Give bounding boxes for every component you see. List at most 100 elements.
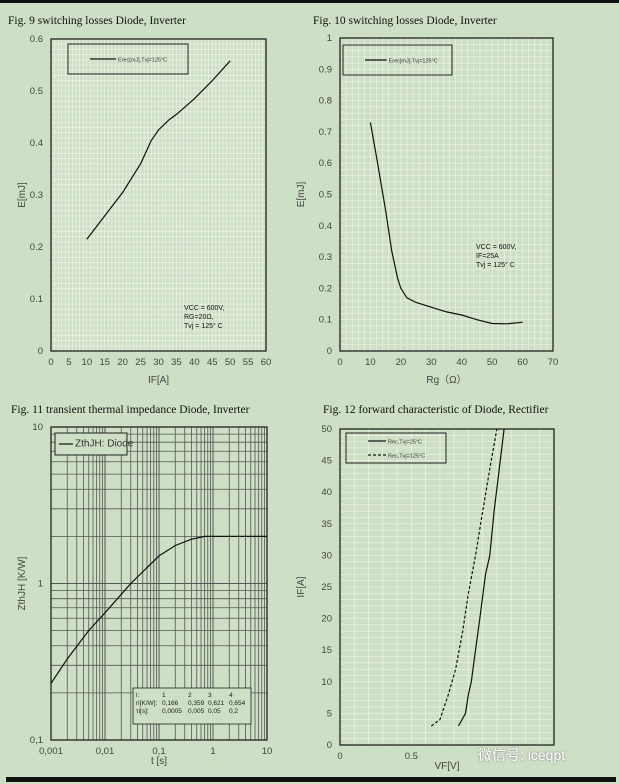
y-tick-label: 0.2: [30, 242, 43, 253]
y-tick-label: 0: [38, 346, 43, 357]
legend-label: Rec,Tvj=125°C: [388, 454, 425, 460]
y-tick-label: 0.7: [319, 127, 332, 138]
series-line-1: [50, 535, 267, 684]
fig10-chart: 0 10 20 30 40 50 60 70 0 0.1 0.2 0.3 0.4 0.5 0.6 0.7 0.8…: [296, 33, 558, 386]
y-tick-label: 45: [321, 456, 332, 467]
annotation-text: VCC = 600V,: [184, 305, 224, 312]
y-tick-label: 0.1: [30, 294, 43, 305]
y-tick-label: 0.2: [319, 283, 332, 294]
y-tick-label: 0: [327, 740, 332, 751]
y-tick-label: 0.6: [319, 158, 332, 169]
x-tick-label: 25: [135, 357, 146, 368]
x-tick-label: 50: [225, 357, 236, 368]
y-tick-label: 0.3: [319, 252, 332, 263]
legend-label: Erec[mJ],Tvj=125°C: [389, 59, 438, 65]
y-tick-label: 10: [321, 677, 332, 688]
annotation-text: VCC = 600V,: [476, 244, 516, 251]
fig12-title: Fig. 12 forward characteristic of Diode,…: [323, 404, 549, 416]
y-tick-label: 0,1: [30, 735, 43, 746]
y-axis-label: ZthJH [K/W]: [17, 556, 28, 610]
series-line-1: [86, 60, 231, 240]
y-tick-label: 0.4: [319, 221, 332, 232]
y-tick-label: 10: [32, 422, 43, 433]
rc-table-cell: ri[K/W]:: [136, 700, 157, 707]
y-tick-label: 0.6: [30, 34, 43, 45]
legend-label: Rec,Tvj=25°C: [388, 440, 422, 446]
rc-table-cell: 3: [208, 692, 212, 699]
y-tick-label: 35: [321, 519, 332, 530]
rc-table-cell: 0,654: [229, 700, 246, 707]
y-tick-label: 0: [327, 346, 332, 357]
fig11-title: Fig. 11 transient thermal impedance Diod…: [11, 404, 250, 416]
rc-table-cell: 0,05: [208, 708, 221, 715]
annotation-text: Tvj = 125° C: [476, 261, 515, 269]
rc-table-cell: 0,166: [162, 700, 179, 707]
y-tick-label: 5: [327, 708, 332, 719]
plot-frame: [339, 37, 554, 352]
x-tick-label: 50: [487, 357, 498, 368]
plot-frame: [50, 426, 268, 741]
bottom-border: [6, 777, 616, 782]
rc-table-cell: 4: [229, 692, 233, 699]
rc-table-cell: τi[s]:: [136, 708, 149, 715]
y-axis-label: E[mJ]: [17, 182, 28, 208]
x-tick-label: 0.5: [405, 751, 418, 762]
x-tick-label: 5: [66, 357, 71, 368]
x-tick-label: 0,001: [39, 746, 63, 757]
series-line-1: [457, 428, 505, 727]
y-tick-label: 1: [327, 33, 332, 44]
x-tick-label: 0: [337, 357, 342, 368]
x-tick-label: 55: [243, 357, 254, 368]
y-tick-label: 15: [321, 645, 332, 656]
rc-table-cell: 0,621: [208, 700, 225, 707]
legend-box: [342, 44, 453, 76]
x-axis-label: IF[A]: [148, 375, 169, 386]
series-line-1: [369, 122, 523, 325]
x-axis-label: Rg（Ω）: [426, 374, 466, 386]
fig9-title: Fig. 9 switching losses Diode, Inverter: [8, 15, 186, 27]
y-axis-label: IF[A]: [296, 576, 307, 597]
y-tick-label: 25: [321, 582, 332, 593]
x-tick-label: 40: [189, 357, 200, 368]
x-tick-label: 0: [337, 751, 342, 762]
x-tick-label: 0: [48, 357, 53, 368]
y-tick-label: 20: [321, 614, 332, 625]
fig9-chart: 0 5 10 15 20 25 30 35 40 45 50 55 60 0 0.1 0.2 0.3 0.4 0.5…: [17, 34, 271, 386]
legend-box: [345, 432, 447, 464]
x-axis-label: VF[V]: [434, 761, 459, 772]
y-tick-label: 0.3: [30, 190, 43, 201]
rc-table-box: [132, 687, 252, 725]
x-tick-label: 15: [99, 357, 110, 368]
x-tick-label: 30: [426, 357, 437, 368]
y-tick-label: 0.9: [319, 64, 332, 75]
x-tick-label: 20: [396, 357, 407, 368]
x-tick-label: 40: [456, 357, 467, 368]
x-tick-label: 60: [517, 357, 528, 368]
y-axis-label: E[mJ]: [296, 182, 307, 208]
x-tick-label: 35: [171, 357, 182, 368]
x-tick-label: 1: [210, 746, 215, 757]
rc-table-cell: i:: [136, 692, 139, 699]
x-tick-label: 30: [153, 357, 164, 368]
series-line-2: [430, 428, 498, 727]
fig10-title: Fig. 10 switching losses Diode, Inverter: [313, 15, 497, 27]
legend-label: ZthJH: Diode: [75, 439, 134, 450]
top-border: [0, 0, 619, 3]
x-tick-label: 10: [82, 357, 93, 368]
y-tick-label: 0.5: [30, 86, 43, 97]
rc-table-cell: 2: [188, 692, 192, 699]
y-tick-label: 40: [321, 487, 332, 498]
watermark: 微信号: iceqpt: [478, 747, 566, 763]
x-tick-label: 45: [207, 357, 218, 368]
y-tick-label: 0.4: [30, 138, 43, 149]
annotation-text: IF=25A: [476, 253, 499, 260]
x-tick-label: 10: [262, 746, 273, 757]
x-tick-label: 0,1: [152, 746, 165, 757]
y-tick-label: 0.1: [319, 315, 332, 326]
y-tick-label: 0.8: [319, 96, 332, 107]
x-tick-label: 20: [117, 357, 128, 368]
x-tick-label: 70: [548, 357, 559, 368]
rc-table-cell: 1: [162, 692, 166, 699]
annotation-text: Tvj = 125° C: [184, 322, 223, 330]
plot-frame: [50, 38, 267, 352]
